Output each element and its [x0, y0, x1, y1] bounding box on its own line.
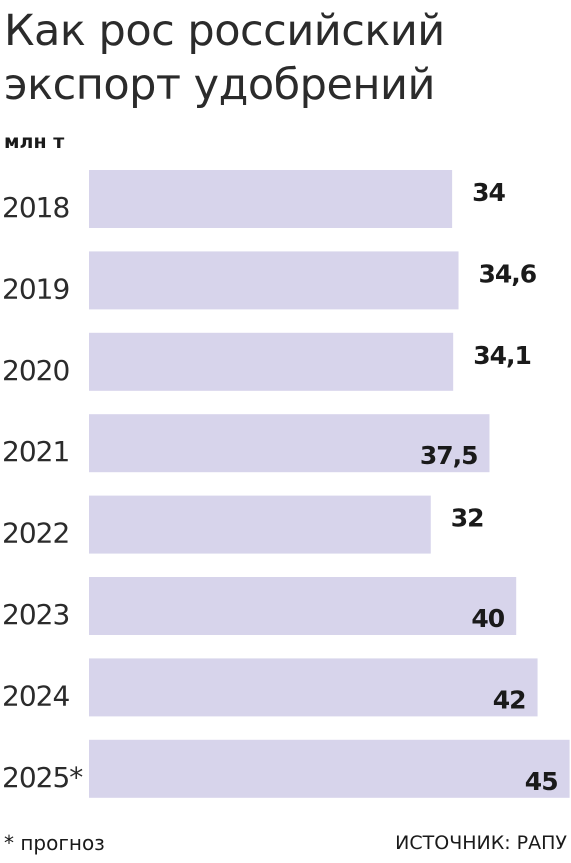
unit-label: млн т — [4, 131, 65, 153]
value-label: 40 — [471, 604, 504, 633]
year-label: 2020 — [2, 354, 69, 387]
bar-2025-forecast — [89, 739, 570, 798]
source-note: ИСТОЧНИК: РАПУ — [395, 832, 567, 854]
year-label: 2021 — [2, 435, 69, 468]
value-label: 34,6 — [479, 259, 537, 288]
bar-2021 — [89, 414, 490, 473]
value-label: 45 — [525, 767, 558, 796]
year-label: 2018 — [2, 191, 69, 224]
bar-2023 — [89, 577, 517, 635]
bar-2022 — [89, 495, 431, 554]
forecast-footnote: * прогноз — [4, 831, 105, 855]
year-label: 2022 — [2, 517, 69, 550]
year-label: 2024 — [2, 679, 69, 712]
value-label: 37,5 — [420, 441, 478, 470]
year-label: 2025* — [2, 761, 83, 794]
value-label: 34 — [472, 178, 505, 207]
bar-2018 — [89, 170, 453, 228]
bar-2019 — [89, 251, 459, 310]
year-label: 2019 — [2, 272, 69, 305]
chart-title: Как рос российский экспорт удобрений — [4, 6, 445, 110]
bar-2024 — [89, 658, 538, 717]
bar-2020 — [89, 332, 454, 391]
value-label: 34,1 — [473, 341, 531, 370]
value-label: 42 — [493, 685, 526, 714]
year-label: 2023 — [2, 598, 69, 631]
value-label: 32 — [451, 504, 484, 533]
